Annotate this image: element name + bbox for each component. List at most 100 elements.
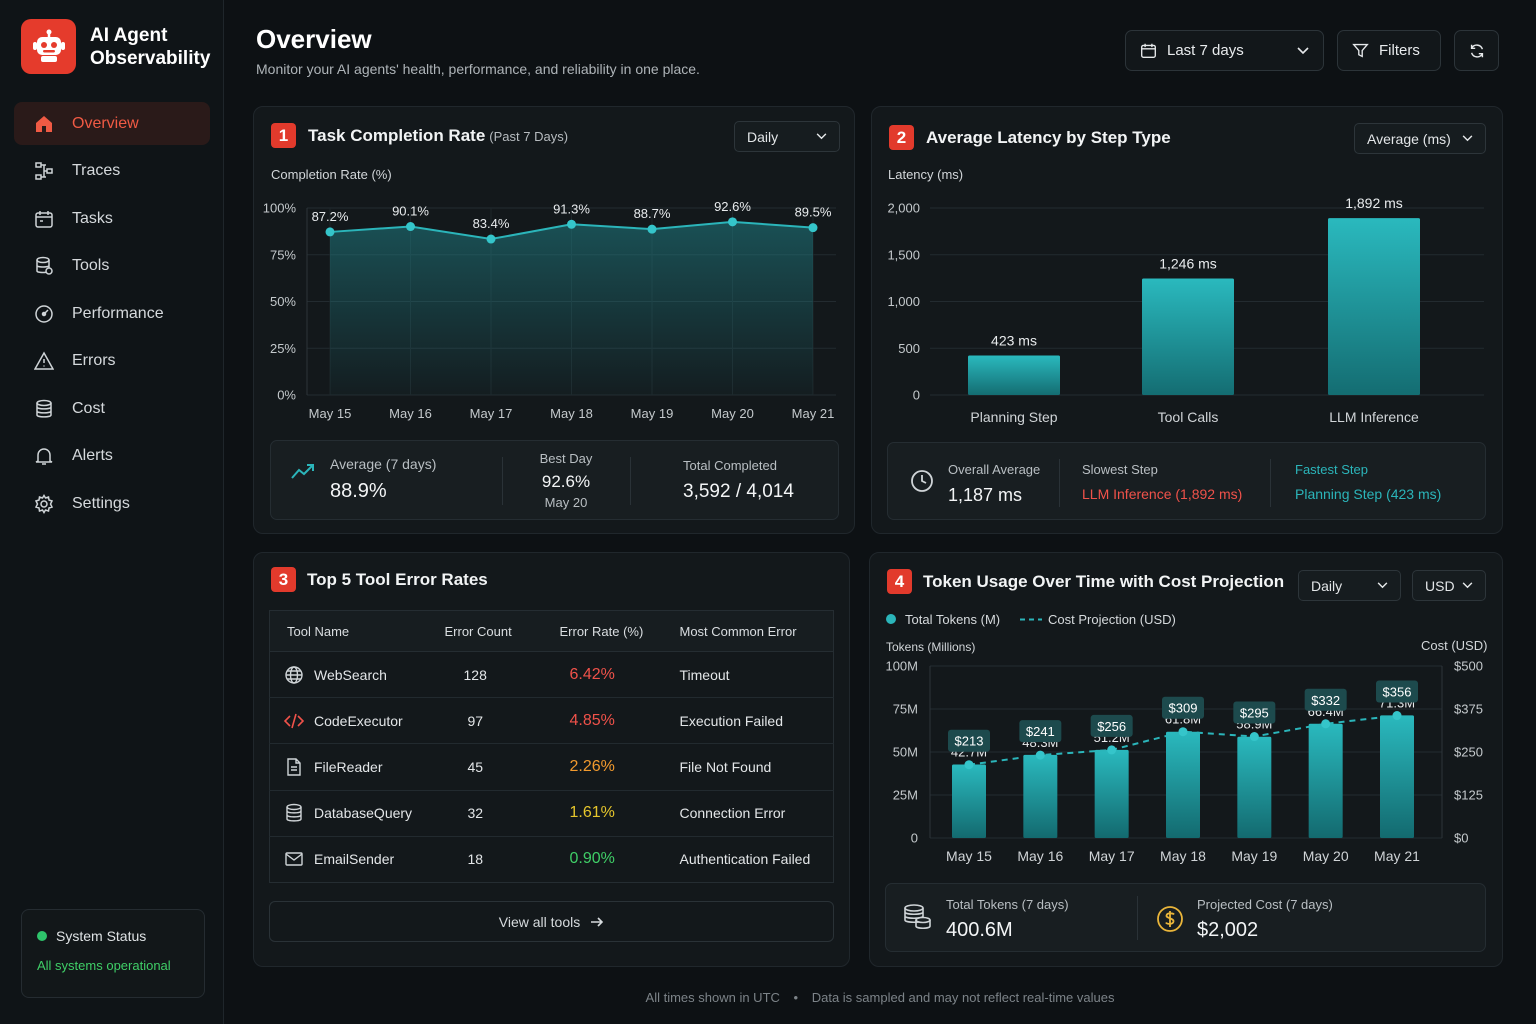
data-point: [486, 234, 496, 244]
table-row[interactable]: CodeExecutor 97 4.85% Execution Failed: [269, 697, 834, 745]
sidebar-item-traces[interactable]: Traces: [14, 150, 210, 193]
latency-summary-panel: Overall Average 1,187 ms Slowest Step LL…: [887, 442, 1486, 520]
task-card-subtitle: (Past 7 Days): [489, 129, 569, 144]
robot-icon: [21, 19, 76, 74]
currency-select[interactable]: USD: [1412, 570, 1486, 601]
y2-tick-label: $0: [1454, 831, 1468, 846]
avg-label: Average (7 days): [330, 456, 437, 472]
data-point: [728, 217, 737, 227]
divider: [630, 457, 631, 505]
calendar-icon: [1141, 43, 1156, 58]
sidebar-item-overview[interactable]: Overview: [14, 102, 210, 145]
column-header[interactable]: Tool Name: [269, 610, 426, 652]
data-label: 89.5%: [795, 205, 832, 220]
latency-bar: [1328, 218, 1420, 395]
refresh-button[interactable]: [1454, 30, 1499, 71]
sidebar-item-cost[interactable]: Cost: [14, 387, 210, 430]
x-tick-label: May 20: [1303, 848, 1349, 864]
token-bar: [1237, 736, 1272, 838]
tool-name: CodeExecutor: [314, 712, 403, 729]
view-all-label: View all tools: [498, 913, 581, 930]
fastest-step-value: Planning Step (423 ms): [1295, 486, 1442, 502]
latency-agg-select[interactable]: Average (ms): [1354, 123, 1486, 154]
cost-label-badge: [1233, 701, 1276, 724]
error-rate: 6.42%: [537, 651, 658, 699]
cost-point: [1178, 727, 1188, 737]
token-period-select[interactable]: Daily: [1298, 570, 1401, 601]
mail-icon: [285, 852, 303, 867]
column-header[interactable]: Most Common Error: [657, 610, 834, 652]
latency-agg-label: Average (ms): [1367, 130, 1451, 147]
system-status-panel: System Status All systems operational: [21, 909, 205, 998]
total-completed-value: 3,592 / 4,014: [683, 481, 794, 502]
data-point: [325, 227, 335, 237]
cost-value-label: $332: [1311, 693, 1340, 708]
chevron-down-icon: [1462, 135, 1473, 142]
tool-errors-table: Tool Name Error Count Error Rate (%) Mos…: [269, 610, 834, 883]
common-error: Authentication Failed: [679, 851, 811, 868]
token-bar: [1166, 731, 1200, 838]
task-period-select[interactable]: Daily: [734, 121, 840, 152]
table-row[interactable]: FileReader 45 2.26% File Not Found: [269, 743, 834, 791]
data-label: 92.6%: [714, 199, 751, 214]
projected-cost-label: Projected Cost (7 days): [1197, 897, 1333, 912]
cost-point: [964, 760, 974, 770]
error-count: 128: [425, 651, 538, 699]
sidebar-item-tools[interactable]: Tools: [14, 245, 210, 288]
fastest-step-label: Fastest Step: [1295, 462, 1368, 477]
y-tick-label: 75M: [893, 702, 918, 717]
filters-button[interactable]: Filters: [1337, 30, 1441, 71]
avg-value: 88.9%: [330, 480, 387, 502]
cost-point: [1035, 750, 1045, 760]
y2-tick-label: $375: [1454, 702, 1483, 717]
table-row[interactable]: WebSearch 128 6.42% Timeout: [269, 651, 834, 699]
total-completed-label: Total Completed: [683, 458, 777, 473]
column-header[interactable]: Error Rate (%): [537, 610, 658, 652]
chevron-down-icon: [1462, 582, 1473, 589]
y-tick-label: 1,500: [887, 247, 920, 262]
best-day-value: 92.6%: [541, 472, 591, 491]
globe-icon: [285, 665, 303, 684]
cost-label-badge: [1019, 720, 1062, 743]
divider: [502, 457, 503, 505]
best-day-date: May 20: [544, 495, 588, 510]
cost-label-badge: [1376, 680, 1418, 703]
data-point: [647, 224, 657, 234]
data-label: 83.4%: [473, 216, 510, 231]
token-bar: [1094, 749, 1129, 838]
page-title: Overview: [256, 24, 372, 54]
token-bar: [1023, 754, 1058, 838]
calendar-icon: [35, 210, 53, 228]
y-tick-label: 0: [913, 388, 920, 403]
sidebar-item-tasks[interactable]: Tasks: [14, 197, 210, 240]
filter-icon: [1352, 43, 1369, 58]
sidebar-item-performance[interactable]: Performance: [14, 292, 210, 335]
cost-value-label: $241: [1026, 724, 1055, 739]
system-status-label: System Status: [56, 928, 147, 944]
x-tick-label: May 18: [550, 406, 593, 421]
common-error: File Not Found: [657, 743, 834, 791]
card-number-badge: 2: [889, 125, 914, 150]
y-tick-label: 50M: [893, 745, 918, 760]
table-row[interactable]: EmailSender 18 0.90% Authentication Fail…: [270, 836, 834, 882]
slowest-step-label: Slowest Step: [1082, 462, 1158, 477]
card-title: Task Completion Rate (Past 7 Days): [308, 126, 568, 146]
task-period-label: Daily: [747, 128, 779, 145]
date-range-select[interactable]: Last 7 days: [1125, 30, 1324, 71]
data-point: [406, 222, 415, 232]
x-tick-label: May 19: [1231, 848, 1277, 864]
column-header[interactable]: Error Count: [425, 610, 538, 652]
view-all-tools-button[interactable]: View all tools: [269, 901, 834, 942]
data-point: [567, 219, 576, 229]
sidebar-item-alerts[interactable]: Alerts: [14, 435, 210, 478]
cost-value-label: $256: [1097, 719, 1126, 734]
sidebar-item-errors[interactable]: Errors: [14, 340, 210, 383]
x-tick-label: May 15: [309, 406, 352, 421]
clock-icon: [911, 470, 933, 492]
latency-chart-ylabel: Latency (ms): [888, 167, 964, 182]
y-tick-label: 100%: [263, 201, 297, 216]
sidebar-item-settings[interactable]: Settings: [14, 482, 210, 525]
table-row[interactable]: DatabaseQuery 32 1.61% Connection Error: [269, 790, 834, 837]
token-bar: [1380, 715, 1414, 838]
